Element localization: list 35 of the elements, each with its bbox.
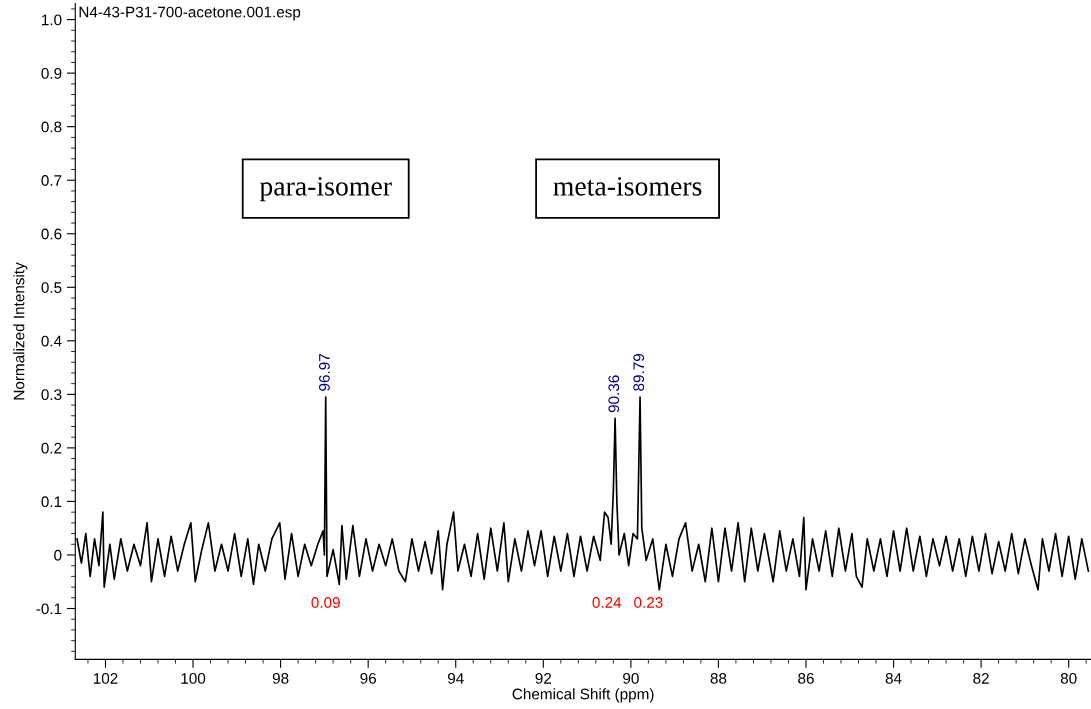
x-tick-label: 88 <box>710 672 727 684</box>
y-tick-label: 1.0 <box>42 14 62 26</box>
annotation: para-isomer <box>259 176 392 202</box>
y-tick-label: 0.3 <box>41 389 62 401</box>
annotation: 0.09 <box>311 597 340 608</box>
y-tick-label: 0.8 <box>41 121 62 133</box>
y-tick-label: -0.1 <box>36 603 62 615</box>
y-tick-label: 0 <box>54 549 62 561</box>
y-tick-label: 0.5 <box>41 282 62 293</box>
y-tick-label: 0.6 <box>41 228 62 240</box>
annotation: 96.97 <box>318 354 330 391</box>
y-axis-title: Normalized Intensity <box>13 262 28 400</box>
annotation: 89.79 <box>633 353 645 391</box>
annotation: 0.23 <box>634 597 663 608</box>
x-tick-label: 84 <box>885 672 902 684</box>
x-tick-label: 80 <box>1060 672 1077 684</box>
annotation: 90.36 <box>608 375 620 413</box>
y-tick-label: 0.7 <box>41 175 62 186</box>
x-tick-label: 90 <box>623 672 639 684</box>
x-tick-label: 98 <box>272 672 289 684</box>
x-tick-label: 100 <box>181 672 206 684</box>
y-tick-label: 0.4 <box>41 335 62 347</box>
x-tick-label: 86 <box>798 672 814 684</box>
y-tick-label: 0.9 <box>41 68 62 79</box>
x-tick-label: 96 <box>360 672 376 684</box>
annotation: N4-43-P31-700-acetone.001.esp <box>79 6 301 21</box>
y-tick-label: 0.1 <box>41 496 62 508</box>
annotation: meta-isomers <box>553 176 702 196</box>
x-tick-label: 94 <box>447 672 464 684</box>
x-tick-label: 92 <box>535 672 552 684</box>
annotation: 0.24 <box>592 597 622 608</box>
x-tick-label: 82 <box>973 672 989 684</box>
y-tick-label: 0.2 <box>41 442 62 454</box>
x-tick-label: 102 <box>93 672 118 684</box>
x-axis-title: Chemical Shift (ppm) <box>512 688 654 703</box>
